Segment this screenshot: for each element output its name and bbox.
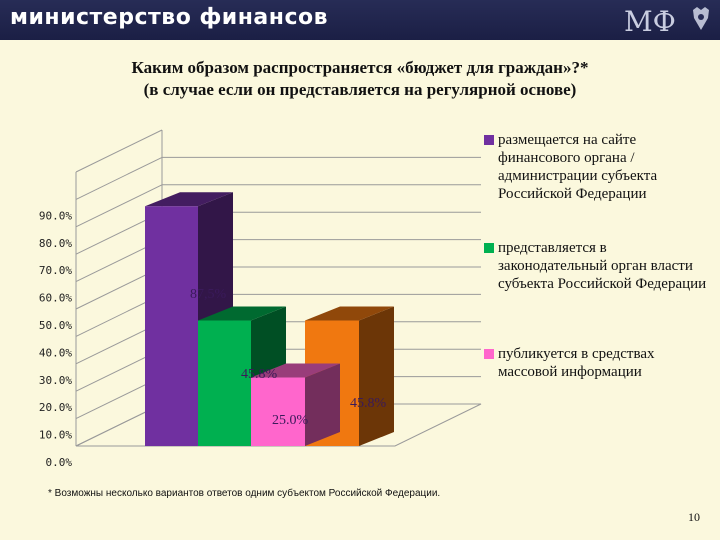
- bar: [198, 320, 251, 446]
- gridline-depth: [75, 129, 163, 173]
- y-tick-label: 20.0%: [39, 401, 72, 414]
- legend-label: представляется в законодательный орган в…: [498, 240, 707, 292]
- bar-side: [359, 306, 394, 446]
- y-tick-label: 70.0%: [39, 264, 72, 277]
- bar: [251, 377, 305, 446]
- data-label: 45.8%: [350, 396, 387, 411]
- gridline-depth: [75, 156, 163, 200]
- bar-top: [251, 363, 340, 378]
- y-tick-label: 30.0%: [39, 374, 72, 387]
- y-tick-label: 10.0%: [39, 429, 72, 442]
- gridline-depth: [75, 184, 163, 228]
- ministry-logo: МФ: [624, 5, 709, 38]
- slide-title: Каким образом распространяется «бюджет д…: [60, 57, 660, 101]
- data-label: 87,5%: [190, 287, 227, 302]
- y-tick-label: 90.0%: [39, 209, 72, 222]
- y-tick-label: 0.0%: [46, 456, 73, 469]
- legend-swatch: [484, 243, 494, 253]
- y-tick-label: 40.0%: [39, 346, 72, 359]
- bar: [145, 206, 198, 446]
- y-tick-label: 50.0%: [39, 319, 72, 332]
- logo-text: МФ: [624, 5, 676, 38]
- data-label: 25.0%: [272, 413, 309, 428]
- y-tick-label: 80.0%: [39, 237, 72, 250]
- legend-swatch: [484, 349, 494, 359]
- bar-side: [305, 363, 340, 446]
- title-line-1: Каким образом распространяется «бюджет д…: [131, 58, 589, 77]
- bar-top: [145, 192, 233, 207]
- bar-top: [305, 306, 394, 321]
- legend-label: размещается на сайте финансового органа …: [498, 132, 658, 202]
- legend-label: публикуется в средствах массовой информа…: [498, 346, 655, 380]
- page-number: 10: [688, 510, 700, 524]
- bar-top: [198, 306, 286, 321]
- data-label: 45.8%: [241, 367, 278, 382]
- y-tick-label: 60.0%: [39, 292, 72, 305]
- header-bar: министерство финансов МФ: [0, 0, 720, 40]
- ministry-name: министерство финансов: [10, 5, 329, 30]
- footnote: * Возможны несколько вариантов ответов о…: [48, 488, 441, 499]
- title-line-2: (в случае если он представляется на регу…: [143, 80, 577, 99]
- emblem-icon: [693, 7, 709, 30]
- legend-swatch: [484, 135, 494, 145]
